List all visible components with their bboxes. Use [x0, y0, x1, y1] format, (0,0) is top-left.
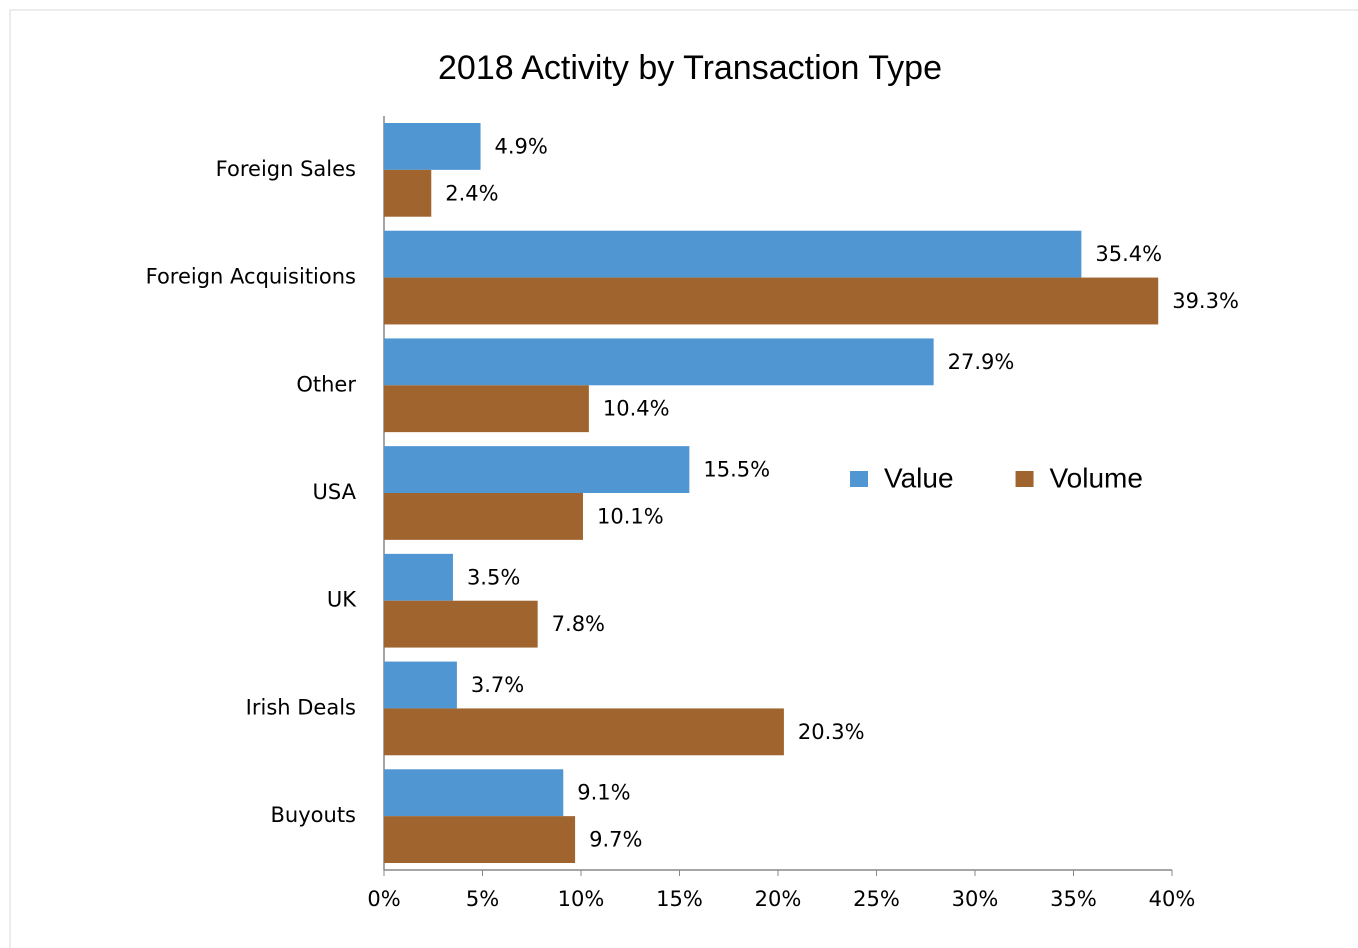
y-tick-label: Irish Deals [246, 695, 356, 719]
y-tick-label: Other [296, 372, 356, 396]
y-tick-label: Foreign Sales [216, 157, 356, 181]
bar [384, 277, 1159, 325]
value-label: 9.7% [589, 828, 642, 852]
value-label: 3.7% [471, 673, 524, 697]
value-label: 20.3% [798, 720, 865, 744]
x-tick-label: 40% [1149, 887, 1196, 911]
y-tick-label: Foreign Acquisitions [146, 265, 356, 289]
legend-label: Value [884, 462, 954, 493]
y-tick-label: USA [313, 480, 357, 504]
value-label: 9.1% [577, 781, 630, 805]
value-label: 3.5% [467, 565, 520, 589]
value-label: 35.4% [1095, 242, 1162, 266]
value-label: 2.4% [445, 181, 498, 205]
bar [384, 816, 576, 863]
bar [384, 385, 589, 433]
chart-title: 2018 Activity by Transaction Type [438, 49, 942, 87]
value-label: 4.9% [495, 134, 548, 158]
value-label: 15.5% [703, 458, 770, 482]
y-tick-label: Buyouts [271, 803, 356, 827]
y-tick-label: UK [327, 588, 357, 612]
bar [384, 600, 538, 648]
bar [384, 123, 481, 170]
x-tick-label: 25% [853, 887, 900, 911]
value-label: 39.3% [1172, 289, 1239, 313]
value-label: 10.1% [597, 504, 664, 528]
bar [384, 493, 583, 540]
bar [384, 769, 564, 817]
bar [384, 169, 432, 217]
x-tick-label: 10% [558, 887, 605, 911]
bar [384, 446, 690, 493]
value-label: 27.9% [948, 350, 1015, 374]
value-label: 10.4% [603, 397, 670, 421]
bar [384, 708, 784, 756]
x-tick-label: 5% [466, 887, 499, 911]
bar [384, 661, 457, 709]
x-tick-label: 0% [367, 887, 400, 911]
legend-swatch [850, 471, 868, 487]
bar [384, 553, 453, 601]
bar [384, 338, 934, 386]
value-label: 7.8% [552, 612, 605, 636]
legend-label: Volume [1050, 462, 1143, 493]
x-tick-label: 20% [755, 887, 802, 911]
legend-swatch [1015, 471, 1034, 487]
x-tick-label: 35% [1050, 887, 1097, 911]
x-tick-label: 15% [656, 887, 703, 911]
x-tick-label: 30% [952, 887, 999, 911]
bar [384, 230, 1082, 278]
